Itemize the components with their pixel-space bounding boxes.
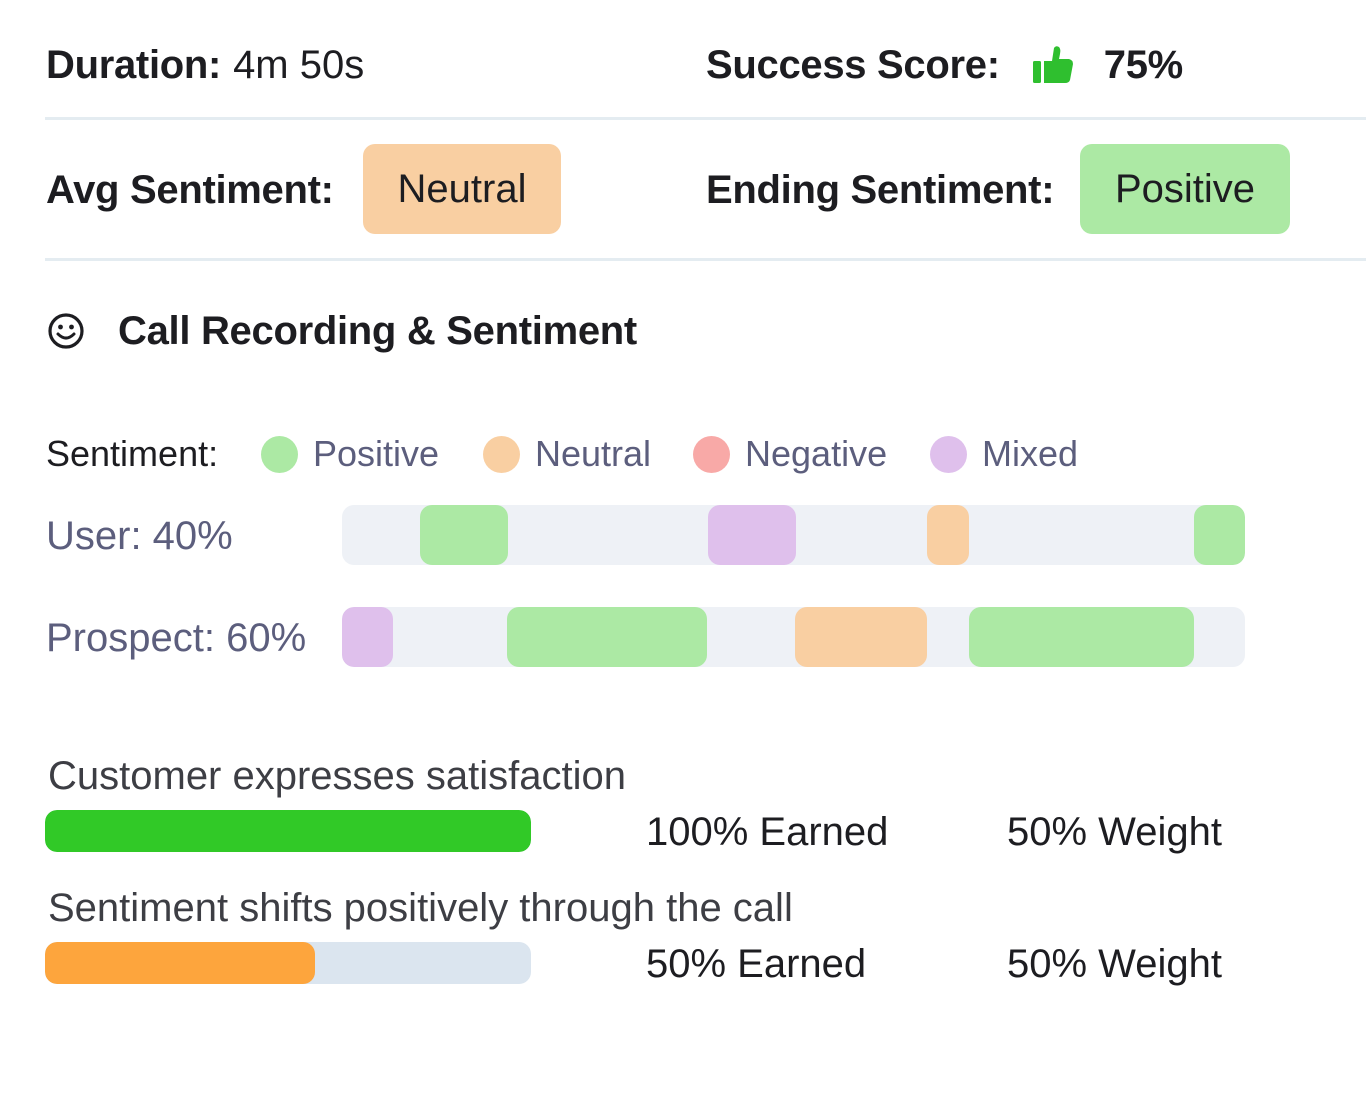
- section-title: Call Recording & Sentiment: [118, 309, 637, 353]
- criterion-progress-fill: [45, 810, 531, 852]
- speaker-label-user: User: 40%: [46, 514, 233, 558]
- positive-dot: [261, 435, 298, 473]
- sentiment-segment-positive[interactable]: [507, 607, 707, 667]
- criterion-label: Customer expresses satisfaction: [48, 754, 627, 798]
- legend-item-neutral: Neutral: [483, 432, 651, 476]
- criterion-progress-fill: [45, 942, 315, 984]
- criterion-weight: 50% Weight: [1007, 810, 1222, 854]
- success-score-value: 75%: [1103, 42, 1183, 87]
- thumbs-up-icon: [1032, 45, 1074, 85]
- timeline-track-prospect[interactable]: [342, 607, 1245, 667]
- sentiment-segment-neutral[interactable]: [927, 505, 969, 565]
- mixed-dot: [930, 435, 967, 473]
- criterion-earned: 100% Earned: [646, 810, 889, 854]
- legend-item-label: Negative: [745, 433, 888, 474]
- success-score-row: Success Score: 75%: [706, 40, 1183, 90]
- smiley-icon: [47, 312, 85, 355]
- legend-item-label: Positive: [313, 433, 440, 474]
- sentiment-segment-positive[interactable]: [1194, 505, 1245, 565]
- neutral-dot: [483, 435, 520, 473]
- legend-item-mixed: Mixed: [930, 432, 1078, 476]
- success-score-label: Success Score:: [706, 42, 1000, 87]
- speaker-label-prospect: Prospect: 60%: [46, 616, 307, 660]
- legend-item-positive: Positive: [261, 432, 439, 476]
- duration-label: Duration:: [46, 42, 222, 87]
- sentiment-segment-mixed[interactable]: [342, 607, 393, 667]
- divider: [45, 258, 1366, 261]
- duration-value: 4m 50s: [233, 42, 365, 87]
- sentiment-segment-positive[interactable]: [420, 505, 508, 565]
- legend-label: Sentiment:: [46, 433, 219, 474]
- negative-dot: [693, 435, 730, 473]
- timeline-track-user[interactable]: [342, 505, 1245, 565]
- divider: [45, 117, 1366, 120]
- sentiment-segment-positive[interactable]: [969, 607, 1194, 667]
- sentiment-segment-neutral[interactable]: [795, 607, 927, 667]
- criterion-weight: 50% Weight: [1007, 942, 1222, 986]
- duration-row: Duration: 4m 50s: [46, 40, 364, 90]
- criterion-progress-bar: [45, 942, 531, 984]
- avg-sentiment-badge: Neutral: [363, 144, 561, 234]
- criterion-earned: 50% Earned: [646, 942, 867, 986]
- ending-sentiment-label: Ending Sentiment:: [706, 168, 1055, 212]
- avg-sentiment-label: Avg Sentiment:: [46, 168, 334, 212]
- legend-item-label: Neutral: [535, 433, 652, 474]
- criterion-label: Sentiment shifts positively through the …: [48, 886, 793, 930]
- ending-sentiment-badge: Positive: [1080, 144, 1290, 234]
- legend-item-label: Mixed: [982, 433, 1079, 474]
- criterion-progress-bar: [45, 810, 531, 852]
- legend-item-negative: Negative: [693, 432, 887, 476]
- sentiment-segment-mixed[interactable]: [708, 505, 796, 565]
